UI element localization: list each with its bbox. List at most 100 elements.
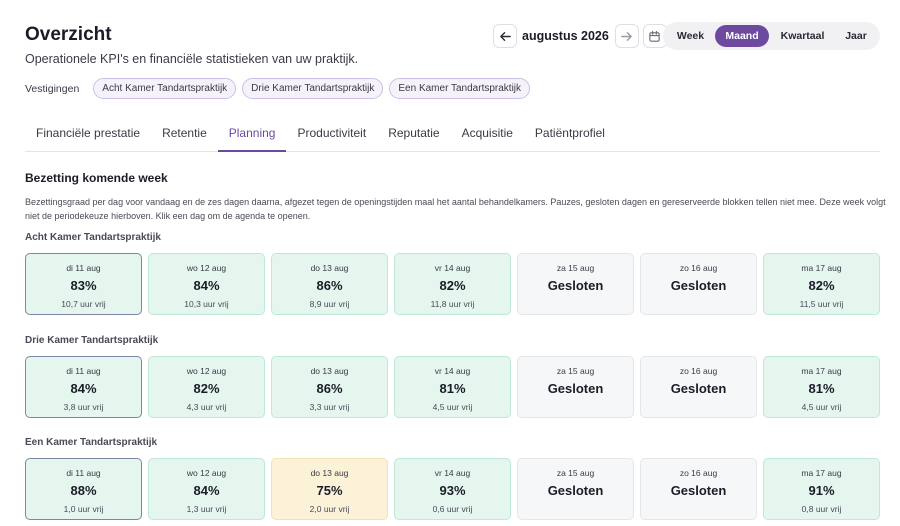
day-card[interactable]: za 15 aug Gesloten	[517, 253, 634, 315]
day-occupancy: 82%	[439, 278, 466, 293]
day-card[interactable]: ma 17 aug 91% 0,8 uur vrij	[763, 458, 880, 520]
section-description: Bezettingsgraad per dag voor vandaag en …	[25, 197, 886, 221]
group-title: Een Kamer Tandartspraktijk	[25, 437, 158, 448]
section-title: Bezetting komende week	[25, 171, 168, 185]
next-month-button[interactable]	[614, 24, 639, 48]
day-card[interactable]: za 15 aug Gesloten	[517, 458, 634, 520]
current-month: augustus 2026	[522, 29, 609, 43]
locations-label: Vestigingen	[25, 82, 80, 95]
day-card[interactable]: di 11 aug 83% 10,7 uur vrij	[25, 253, 142, 315]
day-date: za 15 aug	[556, 263, 595, 273]
day-free-hours: 3,3 uur vrij	[309, 402, 350, 412]
tab-patient-profile[interactable]: Patiëntprofiel	[534, 126, 605, 140]
tab-bar: Financiële prestatie Retentie Planning P…	[25, 116, 880, 152]
day-free-hours: 0,8 uur vrij	[801, 504, 842, 514]
day-free-hours: 3,8 uur vrij	[63, 402, 104, 412]
day-card[interactable]: ma 17 aug 82% 11,5 uur vrij	[763, 253, 880, 315]
day-free-hours: 8,9 uur vrij	[309, 299, 350, 309]
period-year[interactable]: Jaar	[845, 30, 867, 42]
day-occupancy: 91%	[808, 483, 835, 498]
location-filter: Vestigingen Acht Kamer Tandartspraktijk …	[25, 78, 531, 99]
tab-retention[interactable]: Retentie	[162, 126, 207, 140]
day-date: zo 16 aug	[679, 468, 718, 478]
day-card[interactable]: wo 12 aug 82% 4,3 uur vrij	[148, 356, 265, 418]
day-card[interactable]: zo 16 aug Gesloten	[640, 253, 757, 315]
day-occupancy: 88%	[70, 483, 97, 498]
page-title: Overzicht	[25, 24, 112, 45]
day-occupancy: 93%	[439, 483, 466, 498]
day-free-hours: 10,3 uur vrij	[184, 299, 229, 309]
day-occupancy: Gesloten	[547, 381, 604, 396]
day-occupancy: 83%	[70, 278, 97, 293]
location-group-drie: Drie Kamer Tandartspraktijk di 11 aug 84%…	[25, 335, 881, 418]
day-card[interactable]: zo 16 aug Gesloten	[640, 458, 757, 520]
calendar-icon	[649, 30, 661, 42]
tab-financial[interactable]: Financiële prestatie	[36, 126, 141, 140]
day-occupancy: 81%	[439, 381, 466, 396]
period-quarter[interactable]: Kwartaal	[780, 30, 825, 42]
day-card[interactable]: ma 17 aug 81% 4,5 uur vrij	[763, 356, 880, 418]
day-card[interactable]: do 13 aug 75% 2,0 uur vrij	[271, 458, 388, 520]
day-card[interactable]: do 13 aug 86% 3,3 uur vrij	[271, 356, 388, 418]
tab-acquisition[interactable]: Acquisitie	[461, 126, 513, 140]
day-occupancy: 86%	[316, 278, 343, 293]
day-date: di 11 aug	[66, 263, 101, 273]
day-card[interactable]: wo 12 aug 84% 1,3 uur vrij	[148, 458, 265, 520]
day-card[interactable]: zo 16 aug Gesloten	[640, 356, 757, 418]
location-group-acht: Acht Kamer Tandartspraktijk di 11 aug 83%…	[25, 232, 881, 315]
day-date: ma 17 aug	[801, 468, 842, 478]
location-chip[interactable]: Een Kamer Tandartspraktijk	[389, 78, 531, 99]
day-free-hours: 4,3 uur vrij	[186, 402, 227, 412]
day-card[interactable]: do 13 aug 86% 8,9 uur vrij	[271, 253, 388, 315]
period-month[interactable]: Maand	[715, 25, 769, 47]
day-occupancy: 75%	[316, 483, 343, 498]
tab-productivity[interactable]: Productiviteit	[297, 126, 367, 140]
day-occupancy: Gesloten	[547, 483, 604, 498]
day-occupancy: Gesloten	[547, 278, 604, 293]
location-chip[interactable]: Drie Kamer Tandartspraktijk	[242, 78, 384, 99]
day-card[interactable]: di 11 aug 88% 1,0 uur vrij	[25, 458, 142, 520]
day-date: di 11 aug	[66, 468, 101, 478]
location-group-een: Een Kamer Tandartspraktijk di 11 aug 88% 1…	[25, 437, 881, 520]
day-date: vr 14 aug	[434, 366, 471, 376]
period-week[interactable]: Week	[676, 30, 705, 42]
tab-planning[interactable]: Planning	[217, 116, 287, 152]
arrow-right-icon	[621, 31, 633, 41]
location-chip[interactable]: Acht Kamer Tandartspraktijk	[93, 78, 237, 99]
day-date: wo 12 aug	[186, 263, 227, 273]
day-occupancy: Gesloten	[670, 483, 727, 498]
day-free-hours: 1,3 uur vrij	[186, 504, 227, 514]
day-row: di 11 aug 83% 10,7 uur vrij wo 12 aug 84% 10…	[25, 253, 881, 315]
day-free-hours: 4,5 uur vrij	[432, 402, 473, 412]
day-card[interactable]: vr 14 aug 82% 11,8 uur vrij	[394, 253, 511, 315]
day-date: do 13 aug	[310, 468, 349, 478]
arrow-left-icon	[499, 31, 511, 41]
month-navigator: augustus 2026	[493, 24, 667, 48]
day-card[interactable]: di 11 aug 84% 3,8 uur vrij	[25, 356, 142, 418]
day-free-hours: 4,5 uur vrij	[801, 402, 842, 412]
day-date: vr 14 aug	[434, 468, 471, 478]
day-date: ma 17 aug	[801, 263, 842, 273]
prev-month-button[interactable]	[493, 24, 517, 48]
day-occupancy: 81%	[808, 381, 835, 396]
group-title: Drie Kamer Tandartspraktijk	[25, 335, 159, 346]
day-occupancy: 82%	[193, 381, 220, 396]
day-date: wo 12 aug	[186, 366, 227, 376]
day-occupancy: Gesloten	[670, 381, 727, 396]
calendar-button[interactable]	[642, 24, 667, 48]
day-row: di 11 aug 84% 3,8 uur vrij wo 12 aug 82% 4,3…	[25, 356, 881, 418]
day-card[interactable]: vr 14 aug 81% 4,5 uur vrij	[394, 356, 511, 418]
day-occupancy: 84%	[193, 483, 220, 498]
day-card[interactable]: za 15 aug Gesloten	[517, 356, 634, 418]
day-free-hours: 2,0 uur vrij	[309, 504, 350, 514]
day-date: do 13 aug	[310, 263, 349, 273]
day-free-hours: 10,7 uur vrij	[61, 299, 106, 309]
tab-reputation[interactable]: Reputatie	[388, 126, 440, 140]
page-subtitle: Operationele KPI's en financiële statist…	[25, 52, 359, 66]
group-title: Acht Kamer Tandartspraktijk	[25, 232, 161, 243]
day-date: zo 16 aug	[679, 263, 718, 273]
period-selector: Week Maand Kwartaal Jaar	[663, 22, 880, 50]
day-card[interactable]: vr 14 aug 93% 0,6 uur vrij	[394, 458, 511, 520]
day-card[interactable]: wo 12 aug 84% 10,3 uur vrij	[148, 253, 265, 315]
day-free-hours: 11,5 uur vrij	[799, 299, 844, 309]
